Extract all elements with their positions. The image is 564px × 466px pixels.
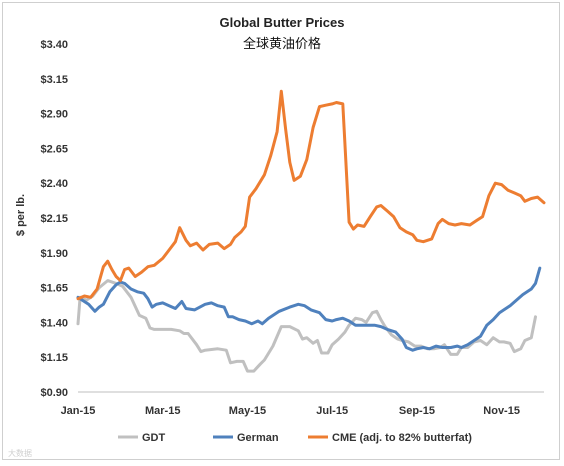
y-tick-label: $2.40: [40, 178, 68, 190]
legend-item: CME (adj. to 82% butterfat): [308, 432, 472, 444]
y-tick-label: $1.15: [40, 352, 68, 364]
chart-frame: [2, 2, 560, 460]
y-tick-label: $1.65: [40, 283, 68, 295]
chart-title: Global Butter Prices: [220, 15, 345, 30]
x-tick-label: Jul-15: [316, 405, 348, 417]
y-tick-label: $3.15: [40, 74, 68, 86]
x-axis-ticks: Jan-15Mar-15May-15Jul-15Sep-15Nov-15Jan-…: [61, 405, 520, 417]
legend-item: GDT: [118, 432, 166, 444]
x-tick-label: May-15: [229, 405, 266, 417]
y-tick-label: $2.65: [40, 143, 68, 155]
y-axis-ticks: $3.40 $3.15 $2.90 $2.65 $2.40 $2.15 $1.90 $1.65…: [40, 39, 68, 399]
series-line-cme: [76, 89, 546, 301]
x-tick-label: Sep-15: [399, 405, 435, 417]
series-line-gdt: [76, 279, 537, 373]
series-line-german: [76, 266, 542, 352]
legend-item: German: [213, 432, 279, 444]
y-axis-label: $ per lb.: [15, 194, 27, 236]
x-tick-label: Nov-15: [483, 405, 520, 417]
x-tick-label: Mar-15: [145, 405, 180, 417]
legend: GDT German CME (adj. to 82% butterfat): [118, 432, 472, 444]
legend-label: GDT: [142, 432, 166, 444]
y-tick-label: $1.40: [40, 317, 68, 329]
y-tick-label: $2.15: [40, 213, 68, 225]
y-tick-label: $3.40: [40, 39, 68, 51]
legend-label: CME (adj. to 82% butterfat): [332, 432, 472, 444]
y-tick-label: $1.90: [40, 248, 68, 260]
y-tick-label: $2.90: [40, 109, 68, 121]
series-lines: [76, 89, 546, 373]
x-tick-label: Jan-15: [61, 405, 96, 417]
chart-subtitle: 全球黄油价格: [243, 36, 321, 52]
legend-label: German: [237, 432, 279, 444]
y-tick-label: $0.90: [40, 387, 68, 399]
watermark: 大数据: [8, 448, 32, 458]
